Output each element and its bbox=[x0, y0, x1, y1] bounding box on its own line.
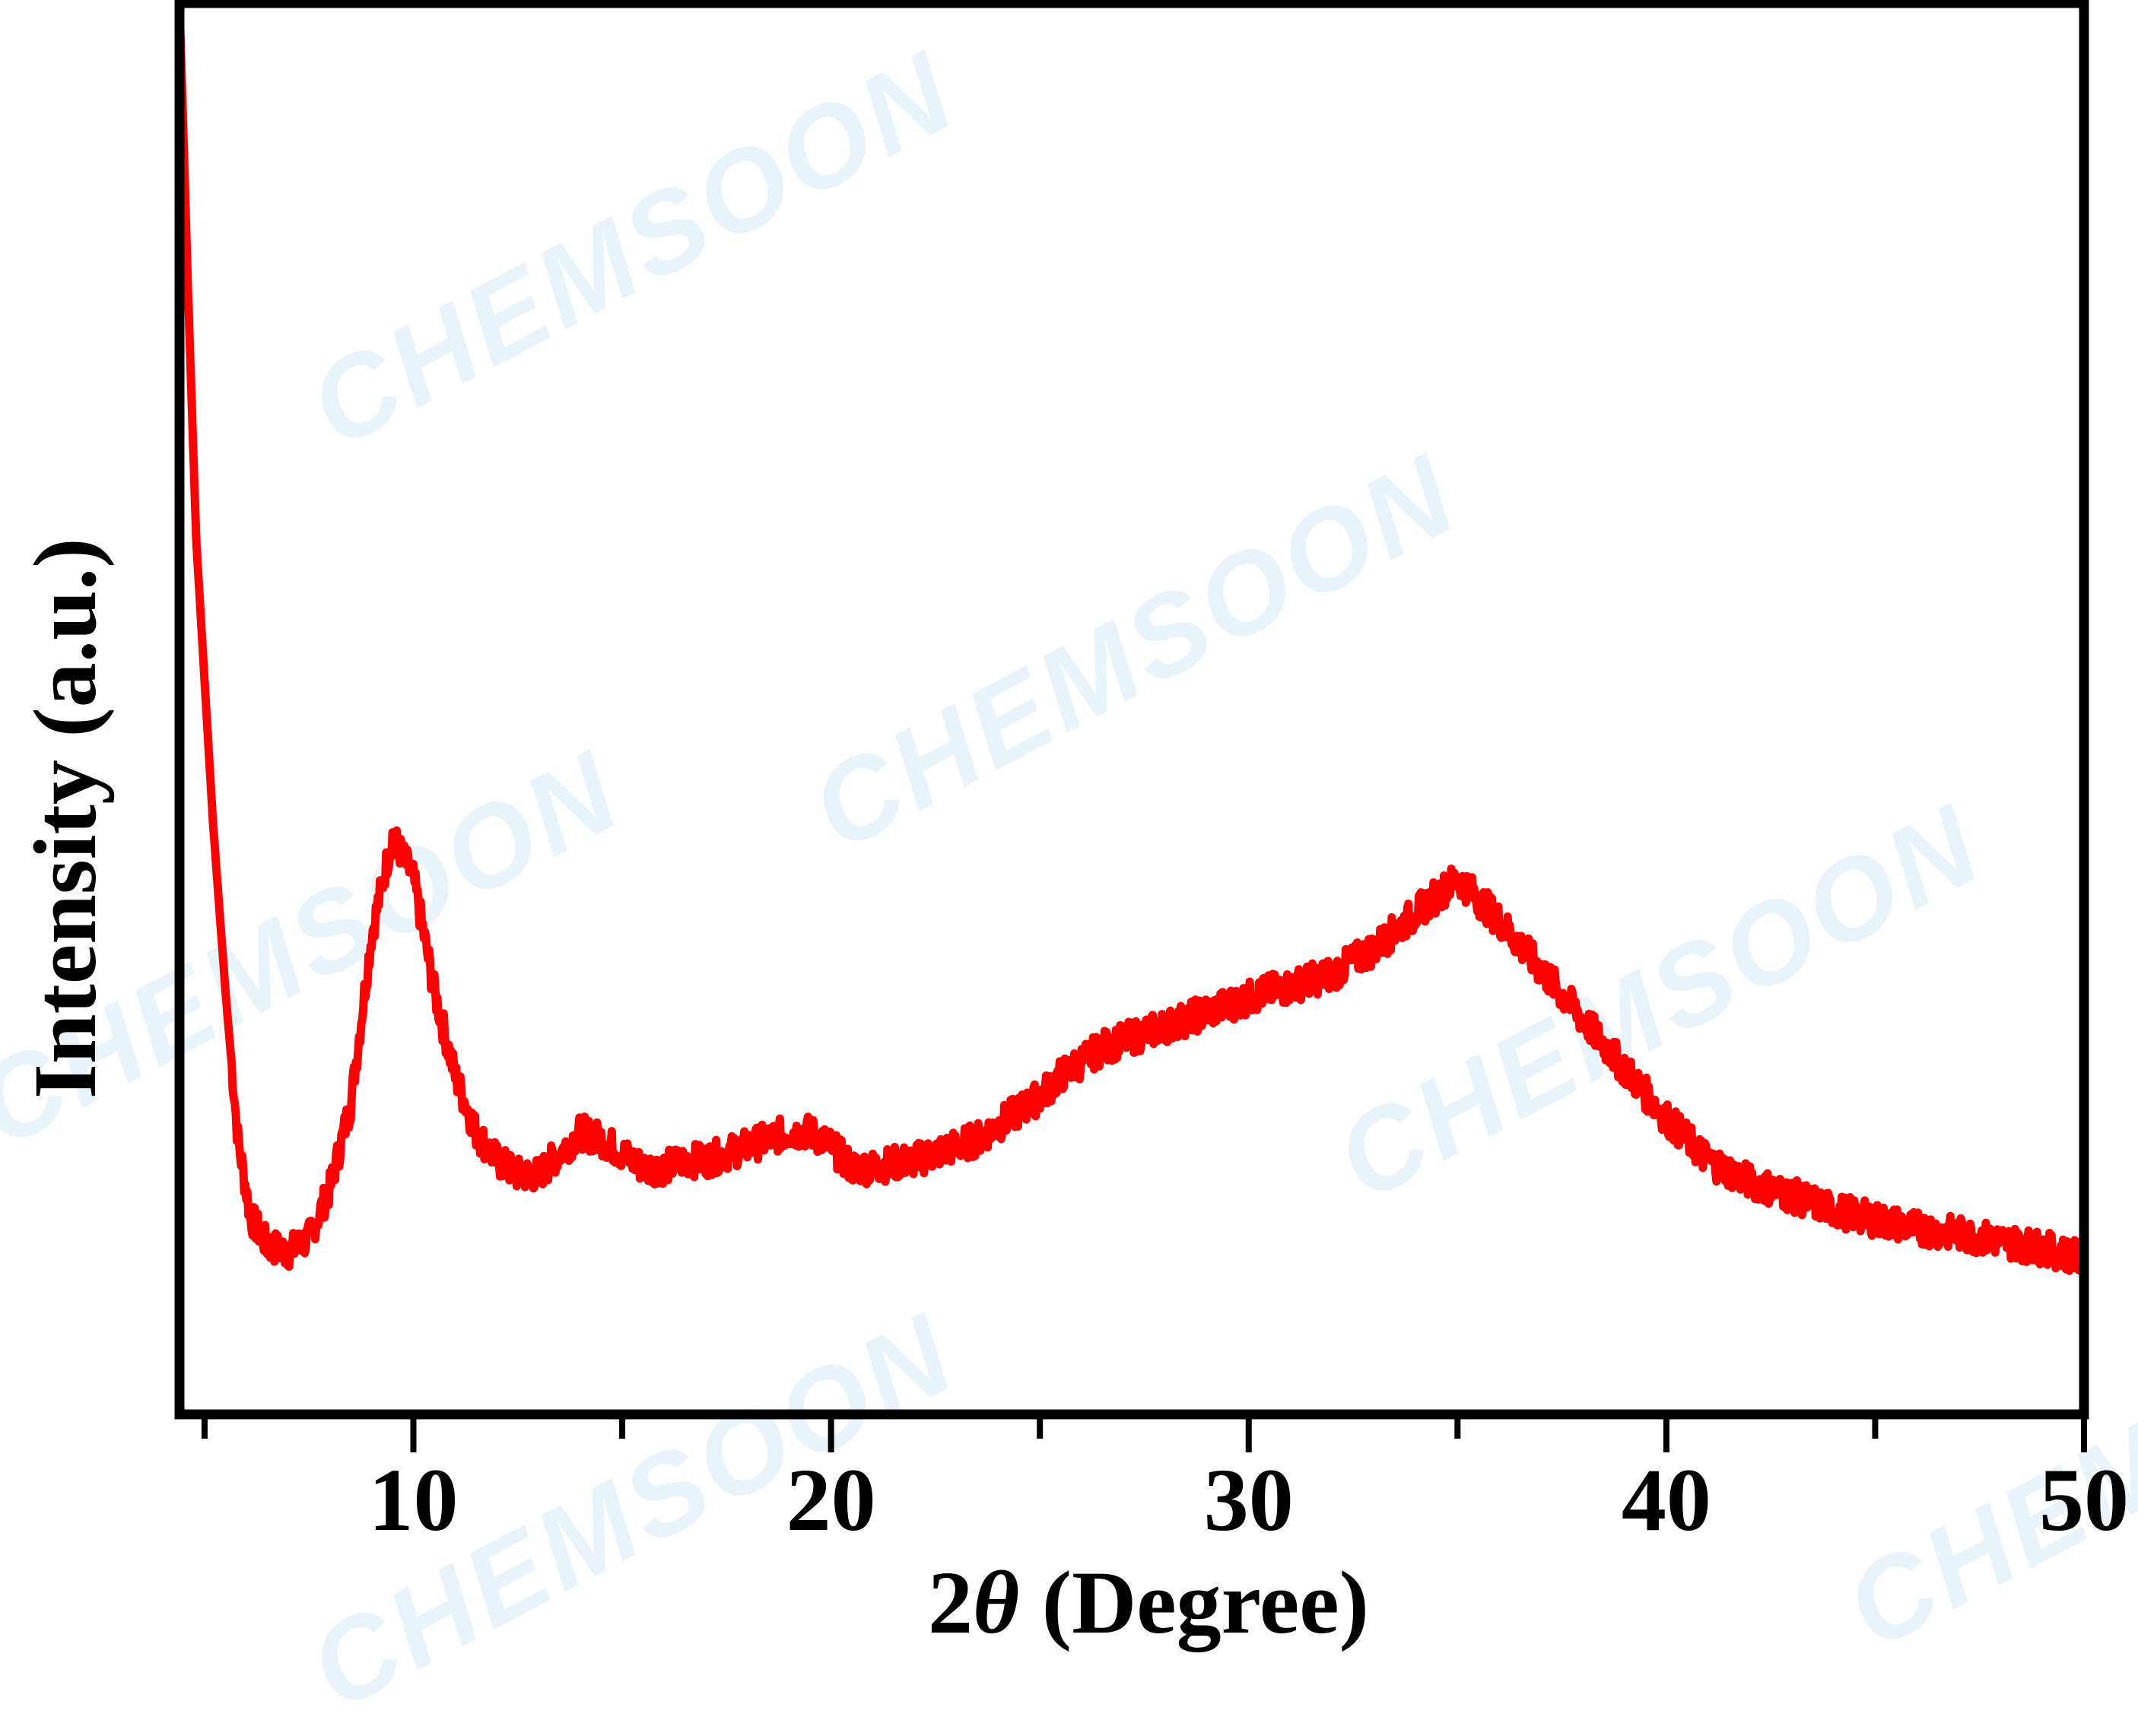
theta-symbol: θ bbox=[973, 1553, 1020, 1652]
y-axis-label: Intensity (a.u.) bbox=[15, 538, 115, 1099]
xrd-line-series bbox=[175, 2, 2089, 1275]
x-tick-label: 30 bbox=[1203, 1450, 1294, 1550]
x-tick-label: 40 bbox=[1621, 1450, 1711, 1550]
x-axis-label-prefix: 2 bbox=[928, 1553, 974, 1652]
x-axis-ticks bbox=[201, 1414, 2087, 1452]
x-axis-label-suffix: (Degree) bbox=[1019, 1553, 1369, 1652]
xrd-chart bbox=[174, 0, 2089, 1452]
x-tick-label: 50 bbox=[2039, 1450, 2129, 1550]
plot-area bbox=[175, 2, 2089, 1275]
x-tick-label: 20 bbox=[786, 1450, 876, 1550]
x-axis-label: 2θ (Degree) bbox=[928, 1551, 1369, 1655]
x-tick-label: 10 bbox=[368, 1450, 459, 1550]
plot-frame bbox=[174, 0, 2089, 1420]
